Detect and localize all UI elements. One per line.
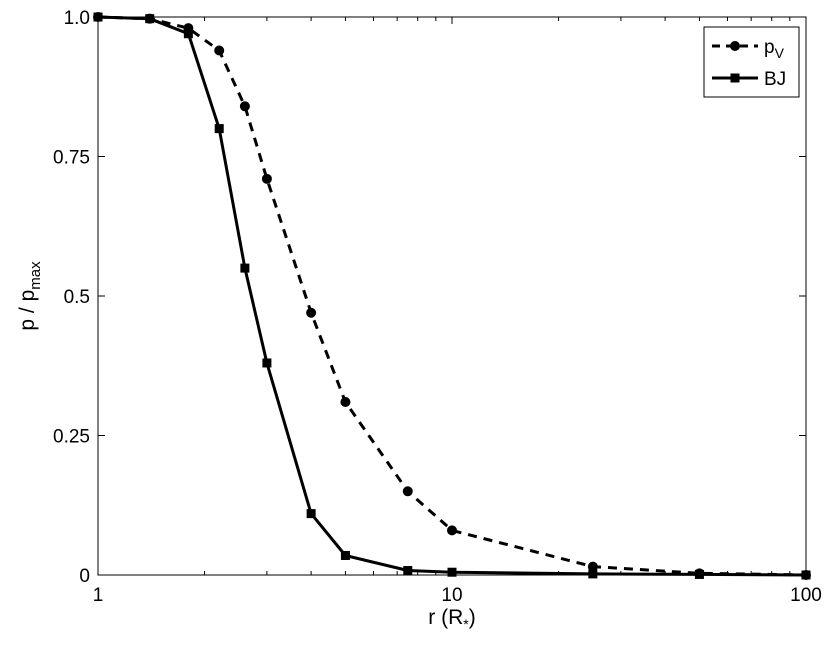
- x-axis-label: r (R*): [428, 606, 475, 632]
- data-point-square: [183, 29, 193, 39]
- data-point-square: [306, 509, 316, 519]
- data-point-circle: [214, 45, 225, 56]
- legend-marker-square: [730, 73, 740, 83]
- data-point-circle: [306, 307, 317, 318]
- legend-label: BJ: [764, 69, 786, 90]
- plot-frame: [97, 16, 807, 576]
- data-point-square: [93, 12, 103, 22]
- series-line-0: [97, 15, 807, 577]
- y-tick-label: 0.5: [64, 287, 90, 308]
- data-point-circle: [340, 397, 351, 408]
- axis-ticks: [97, 16, 807, 576]
- data-point-square: [801, 570, 811, 580]
- legend-box: [703, 26, 800, 98]
- legend-items: pV BJ: [712, 37, 786, 90]
- data-point-circle: [402, 486, 413, 497]
- series-line-1: [97, 15, 807, 577]
- data-point-circle: [587, 561, 598, 572]
- data-point-square: [447, 567, 457, 577]
- legend: pV BJ: [703, 26, 800, 98]
- y-tick-label: 0.75: [53, 148, 90, 169]
- y-axis-label: p / pmax: [16, 261, 44, 331]
- y-tick-label: 0.25: [53, 427, 90, 448]
- axis-tick-labels: 0 0.25 0.5 0.75 1.0 1 10 100: [53, 8, 822, 606]
- data-point-square: [262, 358, 272, 368]
- data-point-circle: [239, 101, 250, 112]
- data-point-square: [145, 14, 155, 24]
- data-point-square: [240, 263, 250, 273]
- legend-label: pV: [764, 37, 785, 61]
- data-point-square: [588, 569, 598, 579]
- data-point-circle: [261, 173, 272, 184]
- legend-marker-circle: [730, 41, 740, 51]
- x-tick-label: 10: [441, 585, 462, 606]
- x-tick-label: 100: [790, 585, 822, 606]
- data-point-square: [340, 550, 350, 560]
- data-point-circle: [447, 525, 457, 536]
- x-tick-label: 1: [93, 585, 104, 606]
- data-point-square: [214, 124, 224, 134]
- y-tick-label: 1.0: [64, 8, 90, 29]
- data-point-square: [403, 566, 413, 576]
- data-point-square: [694, 569, 704, 579]
- y-tick-label: 0: [79, 566, 90, 587]
- series-layer: [93, 12, 811, 580]
